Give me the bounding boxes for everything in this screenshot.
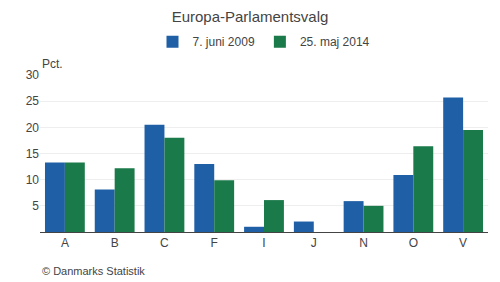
svg-text:F: F	[211, 236, 218, 250]
svg-text:Europa-Parlamentsvalg: Europa-Parlamentsvalg	[172, 8, 329, 25]
svg-text:15: 15	[26, 147, 40, 161]
svg-text:V: V	[459, 236, 467, 250]
svg-text:B: B	[111, 236, 119, 250]
svg-text:C: C	[160, 236, 169, 250]
svg-text:© Danmarks Statistik: © Danmarks Statistik	[42, 265, 145, 277]
svg-text:Pct.: Pct.	[42, 57, 63, 71]
svg-text:O: O	[409, 236, 418, 250]
svg-text:N: N	[359, 236, 368, 250]
svg-text:I: I	[262, 236, 265, 250]
svg-text:25: 25	[26, 94, 40, 108]
svg-text:30: 30	[26, 68, 40, 82]
svg-text:5: 5	[32, 199, 39, 213]
svg-text:J: J	[311, 236, 317, 250]
svg-text:7. juni 2009: 7. juni 2009	[193, 35, 255, 49]
svg-text:10: 10	[26, 173, 40, 187]
svg-text:A: A	[61, 236, 69, 250]
svg-text:20: 20	[26, 121, 40, 135]
svg-text:25. maj 2014: 25. maj 2014	[300, 35, 370, 49]
